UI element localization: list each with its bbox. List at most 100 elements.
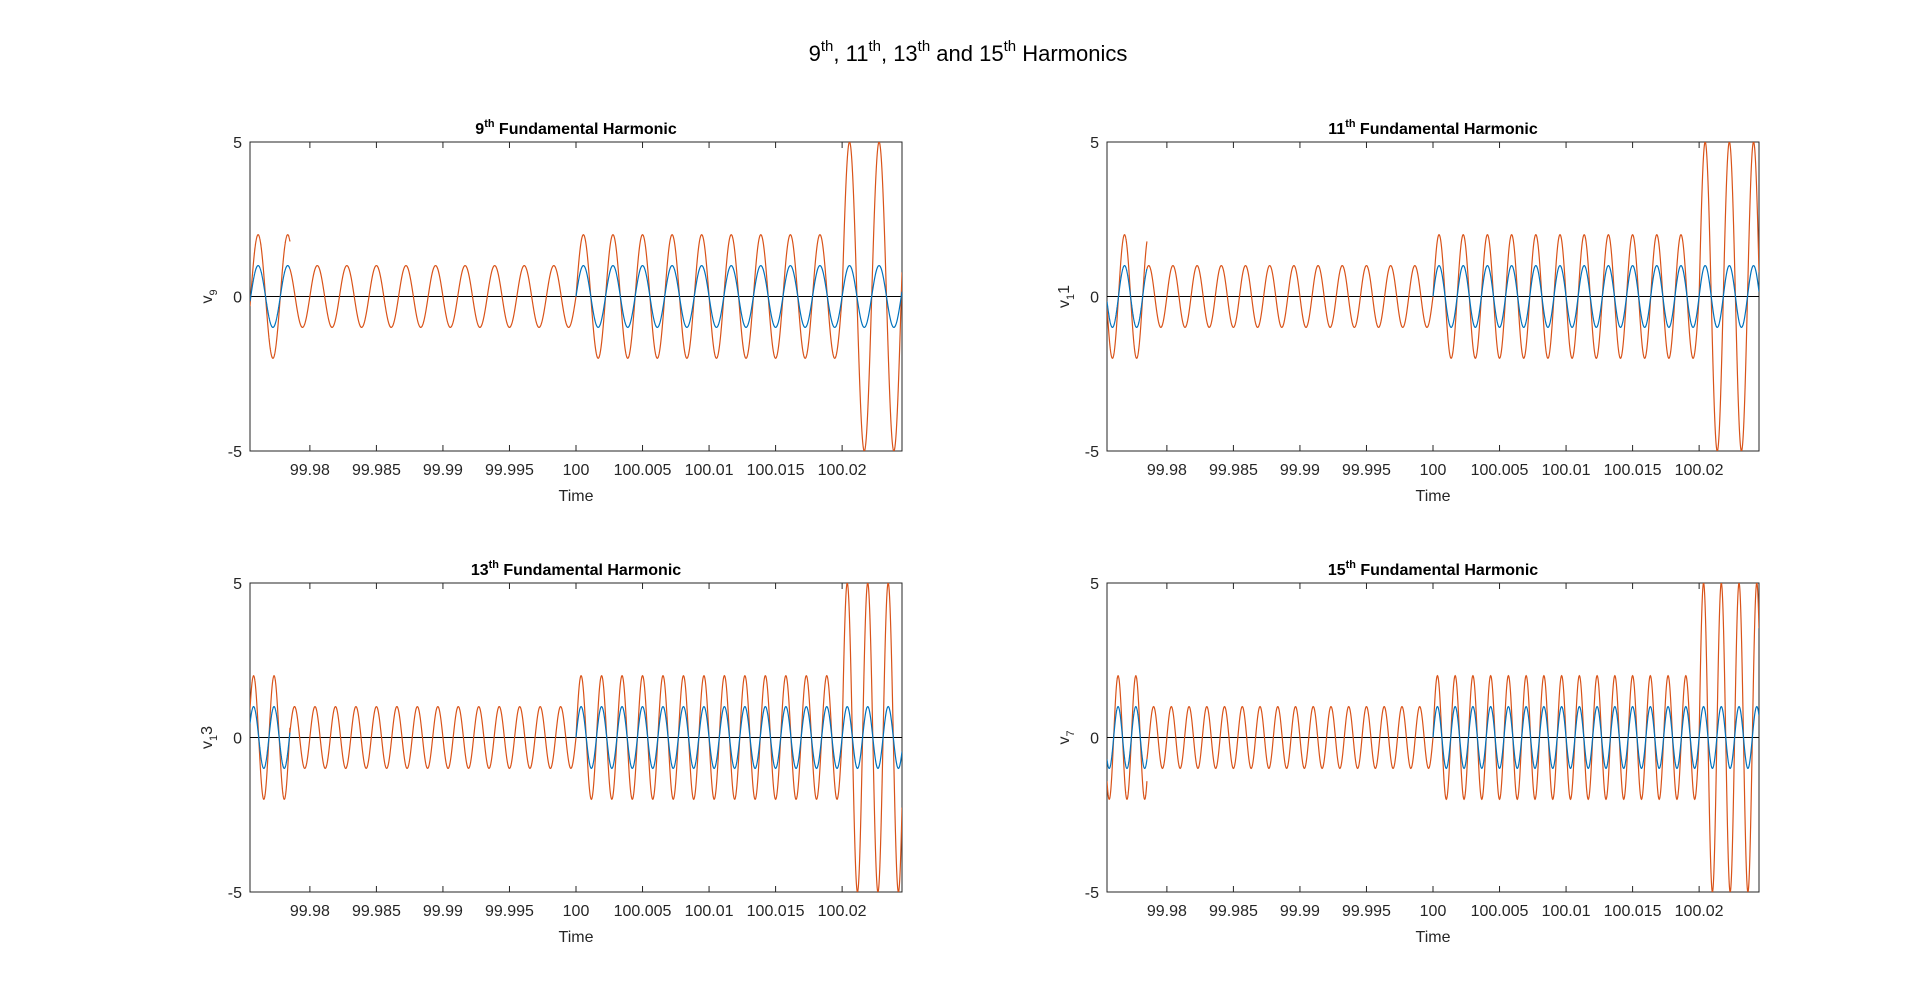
y-tick-label: 0 — [1090, 731, 1099, 748]
subplot-title-part: 9 — [475, 121, 484, 138]
series-1 — [250, 264, 902, 329]
y-tick-label: 5 — [233, 135, 242, 152]
x-tick-label: 99.995 — [1342, 462, 1391, 479]
x-tick-label: 100 — [563, 462, 590, 479]
y-axis-label-part: v — [1056, 737, 1073, 745]
figure-title: 9th, 11th, 13th and 15th Harmonics — [809, 38, 1128, 66]
x-tick-label: 100.01 — [1542, 903, 1591, 920]
figure-title-part: 9 — [809, 41, 821, 66]
subplot-1: 9th Fundamental Harmonic 99.98 99.985 99.99… — [199, 118, 903, 505]
y-tick-label: 0 — [233, 290, 242, 307]
y-tick-label: -5 — [228, 885, 242, 902]
series-line-segment — [289, 264, 577, 329]
x-tick-label: 99.98 — [290, 462, 330, 479]
subplot-title: 9th Fundamental Harmonic — [475, 118, 677, 138]
x-tick-label: 100.01 — [685, 462, 734, 479]
y-axis-label-part: 7 — [1065, 730, 1077, 736]
y-tick-label: 0 — [1090, 290, 1099, 307]
y-tick-label: -5 — [1085, 444, 1099, 461]
y-tick-label: 5 — [1090, 135, 1099, 152]
x-tick-label: 100.015 — [747, 903, 805, 920]
x-tick-label: 100 — [1420, 462, 1447, 479]
series-line-segment — [841, 583, 902, 892]
x-tick-label: 100.005 — [1471, 462, 1529, 479]
figure-title-part: , 13 — [881, 41, 918, 66]
x-tick-label: 99.995 — [485, 903, 534, 920]
x-tick-label: 100.02 — [1675, 903, 1724, 920]
x-tick-label: 100 — [1420, 903, 1447, 920]
x-tick-label: 99.99 — [1280, 462, 1320, 479]
x-tick-label: 99.98 — [1147, 903, 1187, 920]
x-tick-label: 100 — [563, 903, 590, 920]
series-line-segment — [1146, 264, 1434, 329]
y-axis-label-part: 3 — [199, 726, 216, 735]
series-line-segment — [1432, 705, 1759, 770]
figure-title-part: and 15 — [930, 41, 1003, 66]
series-line-segment — [250, 706, 291, 769]
figure-title-part: th — [1004, 38, 1017, 55]
y-tick-label: -5 — [1085, 885, 1099, 902]
y-axis-label: v13 — [199, 726, 220, 749]
x-tick-label: 100.015 — [1604, 903, 1662, 920]
x-tick-label: 99.99 — [423, 903, 463, 920]
subplot-title-part: th — [1345, 118, 1355, 130]
subplot-title-part: th — [1346, 559, 1356, 571]
x-axis-label: Time — [559, 929, 594, 946]
x-tick-label: 99.985 — [352, 903, 401, 920]
series-line-segment — [250, 675, 291, 800]
y-axis-label: v7 — [1056, 730, 1077, 744]
series-line-segment — [250, 234, 291, 359]
series-line-segment — [250, 265, 291, 328]
x-tick-label: 100.005 — [1471, 903, 1529, 920]
y-axis-label-part: v — [199, 296, 216, 304]
series-line-segment — [1698, 583, 1759, 892]
x-tick-label: 100.015 — [747, 462, 805, 479]
x-tick-label: 99.995 — [1342, 903, 1391, 920]
series-line-segment — [575, 705, 902, 770]
series-line-segment — [575, 264, 902, 329]
subplot-title-part: 13 — [471, 562, 489, 579]
figure-title-part: th — [918, 38, 931, 55]
series-line-segment — [289, 705, 577, 770]
subplot-4: 15th Fundamental Harmonic 99.98 99.985 99.9… — [1056, 559, 1760, 946]
figure-title-part: Harmonics — [1016, 41, 1127, 66]
x-tick-label: 100.02 — [818, 903, 867, 920]
x-tick-label: 99.98 — [290, 903, 330, 920]
figure-title-part: , 11 — [833, 41, 868, 66]
figure-title-part: th — [868, 38, 881, 55]
x-axis-label: Time — [1416, 488, 1451, 505]
x-axis-label: Time — [559, 488, 594, 505]
x-tick-label: 100.01 — [685, 903, 734, 920]
x-tick-label: 100.02 — [818, 462, 867, 479]
subplot-title: 13th Fundamental Harmonic — [471, 559, 681, 579]
x-tick-label: 99.985 — [352, 462, 401, 479]
x-tick-label: 100.015 — [1604, 462, 1662, 479]
series-line-segment — [841, 142, 902, 451]
subplot-title-part: Fundamental Harmonic — [1355, 121, 1537, 138]
series-line-segment — [1432, 264, 1759, 329]
y-axis-label-part: 1 — [208, 735, 220, 741]
subplot-title-part: 15 — [1328, 562, 1346, 579]
figure-title-part: th — [821, 38, 834, 55]
subplot-title: 11th Fundamental Harmonic — [1328, 118, 1538, 138]
x-tick-label: 99.985 — [1209, 462, 1258, 479]
y-axis-label-part: 1 — [1056, 285, 1073, 294]
x-tick-label: 100.005 — [614, 903, 672, 920]
subplot-title-part: 11 — [1328, 121, 1345, 138]
series-line-segment — [1146, 705, 1434, 770]
x-tick-label: 99.99 — [423, 462, 463, 479]
series-1 — [1107, 705, 1759, 770]
series-line-segment — [1107, 265, 1148, 328]
y-axis-label-part: v — [199, 741, 216, 749]
series-line-segment — [1107, 706, 1148, 769]
y-tick-label: 5 — [1090, 576, 1099, 593]
subplot-title-part: Fundamental Harmonic — [494, 121, 676, 138]
subplot-title-part: th — [489, 559, 499, 571]
subplot-title-part: Fundamental Harmonic — [499, 562, 681, 579]
y-tick-label: -5 — [228, 444, 242, 461]
x-tick-label: 100.005 — [614, 462, 672, 479]
x-tick-label: 99.985 — [1209, 903, 1258, 920]
